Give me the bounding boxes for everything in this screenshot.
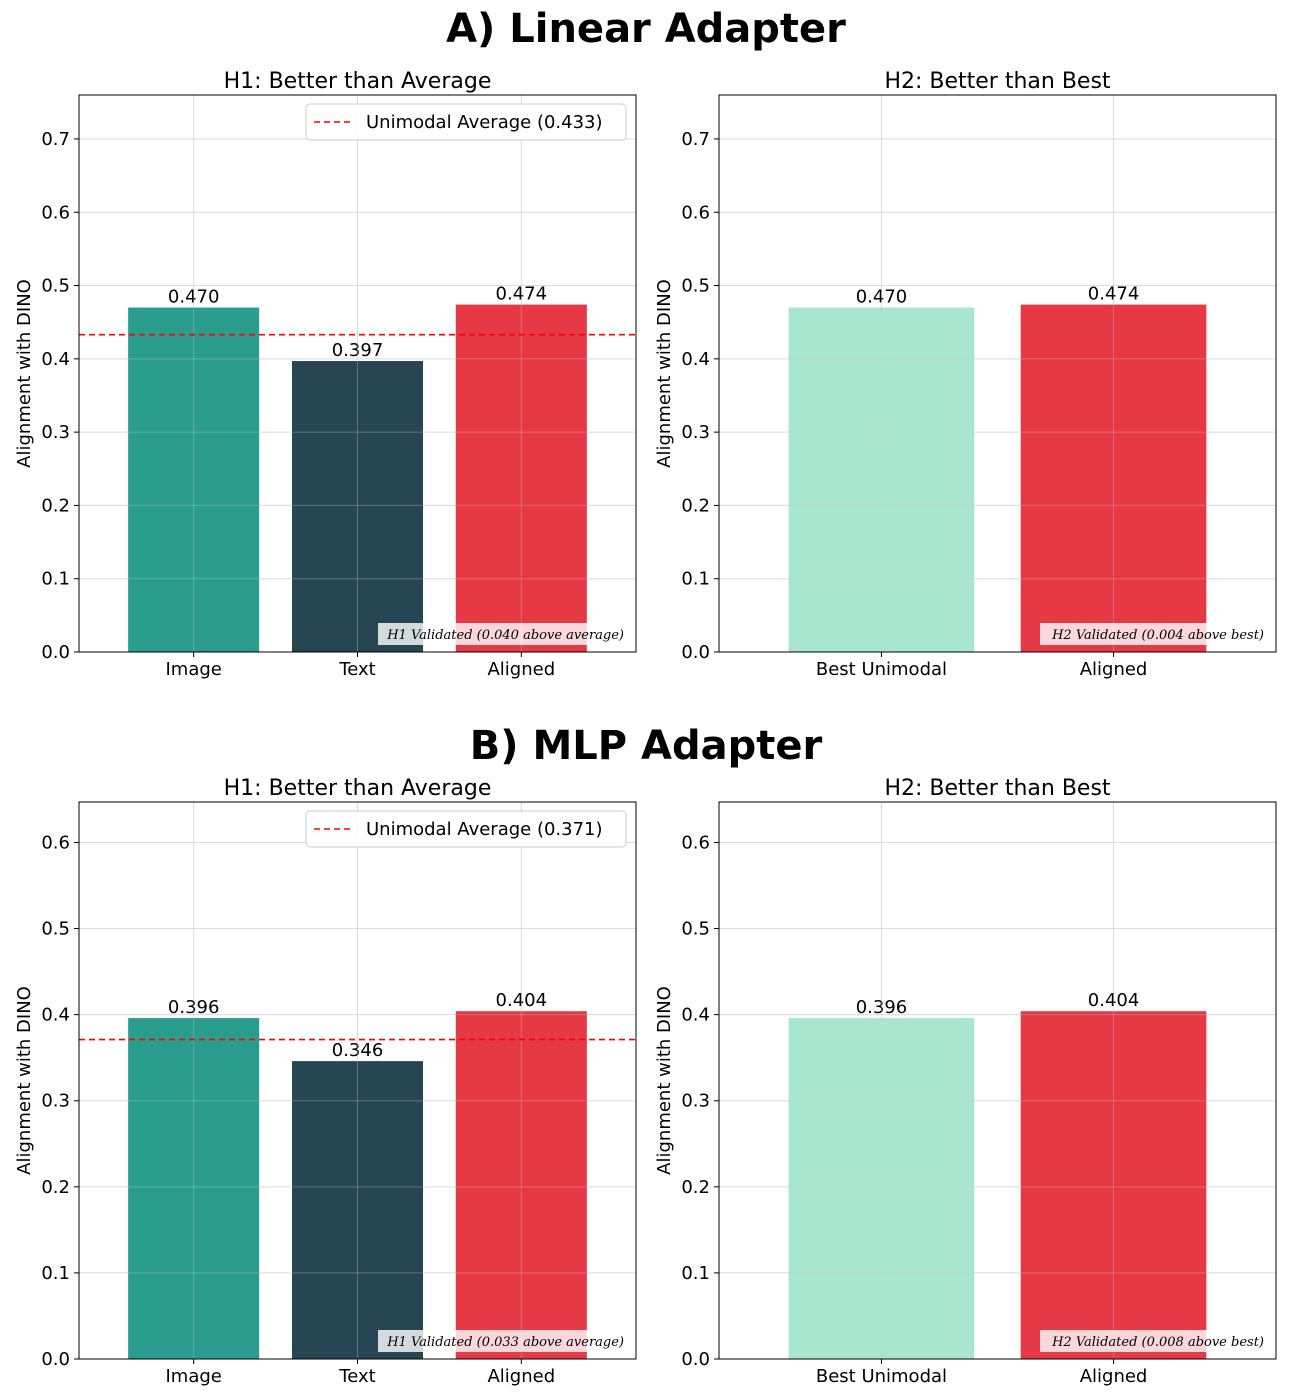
x-tick-label: Best Unimodal [816,659,947,680]
bar-value-label: 0.397 [332,340,384,361]
subplot-title: H2: Better than Best [884,69,1110,94]
legend-box [305,103,627,141]
y-tick-label: 0.3 [41,422,70,443]
section-title-mlp: B) MLP Adapter [469,723,823,769]
y-tick-label: 0.5 [41,919,70,940]
validation-annotation: H2 Validated (0.004 above best) [1051,628,1264,643]
y-tick-label: 0.2 [41,495,70,516]
subplot-title: H1: Better than Average [224,69,492,94]
y-tick-label: 0.2 [681,1177,710,1198]
y-tick-label: 0.5 [681,919,710,940]
y-axis-label: Alignment with DINO [654,279,675,468]
y-axis-label: Alignment with DINO [654,986,675,1175]
y-tick-label: 0.0 [681,642,710,663]
y-tick-label: 0.6 [681,832,710,853]
subplot-title: H1: Better than Average [224,776,492,801]
bar [455,1011,587,1359]
y-tick-label: 0.1 [41,569,70,590]
annotation-box [378,623,626,645]
y-tick-label: 0.6 [681,202,710,223]
y-tick-label: 0.7 [681,129,710,150]
y-tick-label: 0.1 [681,1263,710,1284]
y-tick-label: 0.6 [41,202,70,223]
subplot-title: H2: Better than Best [884,776,1110,801]
y-tick-label: 0.0 [681,1349,710,1370]
y-tick-label: 0.4 [41,349,70,370]
annotation-box [1040,1330,1266,1352]
x-tick-label: Aligned [1080,1366,1148,1387]
bar [788,307,975,652]
legend-label: Unimodal Average (0.433) [366,112,603,133]
bar-value-label: 0.474 [496,284,548,305]
bar-value-label: 0.346 [332,1040,384,1061]
bar-value-label: 0.470 [856,287,908,308]
annotation-box [378,1330,626,1352]
section-title-linear: A) Linear Adapter [446,6,846,52]
bar [1020,1011,1207,1359]
bar [128,1018,260,1359]
x-tick-label: Best Unimodal [816,1366,947,1387]
y-tick-label: 0.2 [681,495,710,516]
x-tick-label: Aligned [1080,659,1148,680]
bar-value-label: 0.404 [496,990,548,1011]
plot-frame [718,94,1277,653]
validation-annotation: H2 Validated (0.008 above best) [1051,1335,1264,1350]
y-tick-label: 0.4 [681,1005,710,1026]
legend-box [305,810,627,848]
y-tick-label: 0.2 [41,1177,70,1198]
y-axis-label: Alignment with DINO [14,279,35,468]
plot-frame [718,801,1277,1360]
x-tick-label: Text [338,1366,375,1387]
bar-value-label: 0.470 [168,287,220,308]
legend-label: Unimodal Average (0.371) [366,819,603,840]
x-tick-label: Aligned [487,1366,555,1387]
bar-value-label: 0.474 [1088,284,1140,305]
bar [788,1018,975,1359]
y-tick-label: 0.5 [681,276,710,297]
y-tick-label: 0.7 [41,129,70,150]
bar-value-label: 0.404 [1088,990,1140,1011]
bar [291,361,424,652]
validation-annotation: H1 Validated (0.033 above average) [386,1335,624,1350]
y-tick-label: 0.6 [41,832,70,853]
y-tick-label: 0.3 [681,1091,710,1112]
y-tick-label: 0.1 [41,1263,70,1284]
y-tick-label: 0.5 [41,276,70,297]
validation-annotation: H1 Validated (0.040 above average) [386,628,624,643]
y-axis-label: Alignment with DINO [14,986,35,1175]
x-tick-label: Image [165,659,221,680]
y-tick-label: 0.3 [681,422,710,443]
x-tick-label: Aligned [487,659,555,680]
bar [128,307,260,652]
y-tick-label: 0.0 [41,642,70,663]
y-tick-label: 0.3 [41,1091,70,1112]
x-tick-label: Text [338,659,375,680]
annotation-box [1040,623,1266,645]
y-tick-label: 0.4 [681,349,710,370]
bar [291,1061,424,1359]
bar [1020,304,1207,652]
y-tick-label: 0.4 [41,1005,70,1026]
bar [455,304,587,652]
y-tick-label: 0.1 [681,569,710,590]
y-tick-label: 0.0 [41,1349,70,1370]
bar-value-label: 0.396 [856,997,908,1018]
x-tick-label: Image [165,1366,221,1387]
bar-value-label: 0.396 [168,997,220,1018]
